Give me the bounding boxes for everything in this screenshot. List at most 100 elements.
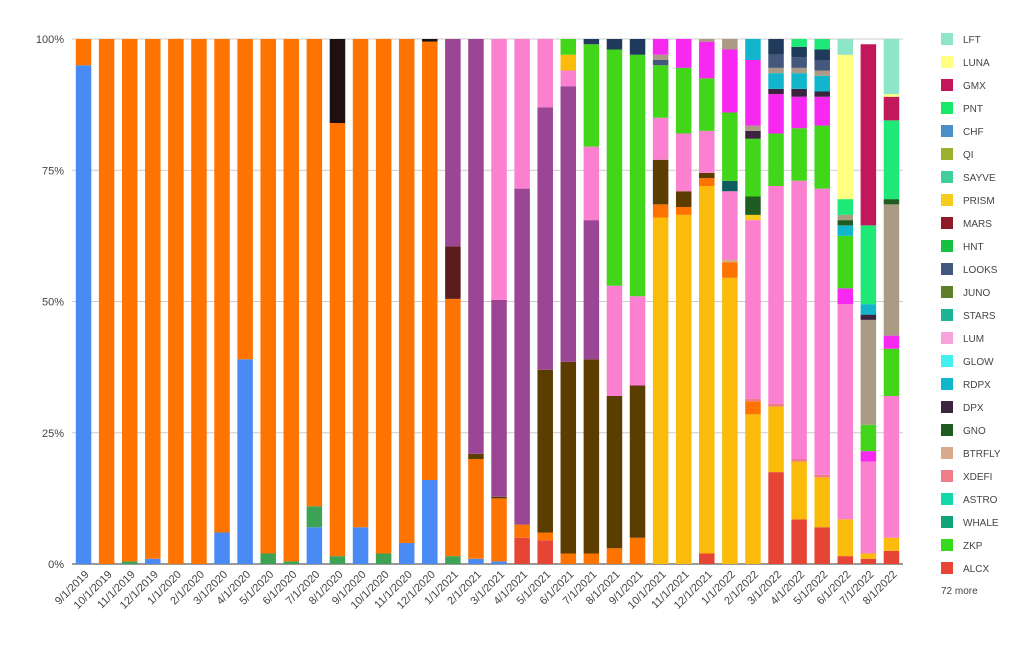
bar-segment[interactable]	[445, 39, 461, 247]
legend-more-label[interactable]: 72 more	[941, 586, 978, 597]
bar-segment[interactable]	[791, 67, 807, 74]
legend-item[interactable]: CHF	[941, 125, 984, 138]
bar-segment[interactable]	[745, 196, 761, 215]
bar-segment[interactable]	[837, 556, 854, 564]
bar-segment[interactable]	[837, 288, 854, 305]
bar-segment[interactable]	[745, 414, 761, 564]
bar-segment[interactable]	[491, 39, 507, 300]
legend-item[interactable]: JUNO	[941, 286, 990, 299]
bar-stack[interactable]	[537, 39, 553, 564]
bar-stack[interactable]	[768, 39, 784, 564]
bar-stack[interactable]	[375, 39, 392, 564]
legend-item[interactable]: GLOW	[941, 355, 994, 368]
bar-stack[interactable]	[629, 39, 646, 564]
bar-segment[interactable]	[699, 41, 715, 79]
bar-segment[interactable]	[537, 107, 553, 370]
legend-item[interactable]: RDPX	[941, 378, 991, 391]
bar-segment[interactable]	[699, 186, 715, 554]
legend-item[interactable]: STARS	[941, 309, 996, 322]
bar-segment[interactable]	[791, 73, 807, 89]
bar-segment[interactable]	[837, 54, 854, 200]
bar-segment[interactable]	[675, 207, 692, 215]
legend-item[interactable]: BTRFLY	[941, 447, 1001, 460]
bar-segment[interactable]	[514, 188, 530, 525]
bar-segment[interactable]	[814, 75, 830, 92]
bar-segment[interactable]	[537, 540, 553, 564]
bar-stack[interactable]	[606, 39, 623, 564]
bar-segment[interactable]	[491, 496, 507, 499]
bar-stack[interactable]	[583, 39, 600, 564]
bar-segment[interactable]	[329, 39, 346, 123]
bar-segment[interactable]	[468, 558, 484, 564]
bar-segment[interactable]	[445, 298, 461, 557]
bar-segment[interactable]	[768, 73, 784, 89]
bar-segment[interactable]	[306, 506, 323, 528]
bar-stack[interactable]	[422, 39, 438, 564]
bar-segment[interactable]	[699, 178, 715, 186]
bar-segment[interactable]	[814, 70, 830, 76]
bar-segment[interactable]	[860, 558, 877, 564]
bar-segment[interactable]	[722, 39, 738, 50]
bar-stack[interactable]	[860, 44, 877, 564]
bar-stack[interactable]	[560, 39, 577, 565]
bar-segment[interactable]	[814, 477, 830, 528]
legend-item[interactable]: MARS	[941, 217, 992, 230]
legend-item[interactable]: PNT	[941, 102, 983, 115]
bar-stack[interactable]	[237, 39, 253, 564]
bar-segment[interactable]	[214, 39, 230, 533]
bar-stack[interactable]	[191, 39, 207, 564]
bar-segment[interactable]	[791, 57, 807, 68]
bar-segment[interactable]	[352, 527, 369, 564]
bar-segment[interactable]	[606, 39, 623, 50]
bar-segment[interactable]	[745, 398, 761, 402]
bar-segment[interactable]	[722, 180, 738, 192]
bar-segment[interactable]	[768, 406, 784, 473]
bar-stack[interactable]	[145, 39, 161, 564]
bar-segment[interactable]	[606, 548, 623, 564]
bar-segment[interactable]	[652, 217, 669, 565]
bar-segment[interactable]	[491, 561, 507, 564]
bar-segment[interactable]	[560, 553, 577, 565]
bar-segment[interactable]	[837, 225, 854, 236]
bar-segment[interactable]	[883, 96, 900, 121]
bar-segment[interactable]	[283, 561, 300, 564]
bar-segment[interactable]	[652, 60, 669, 66]
bar-segment[interactable]	[514, 524, 530, 538]
bar-stack[interactable]	[468, 39, 484, 564]
bar-stack[interactable]	[675, 39, 692, 564]
bar-segment[interactable]	[837, 214, 854, 221]
bar-stack[interactable]	[75, 39, 92, 564]
bar-segment[interactable]	[699, 130, 715, 173]
bar-segment[interactable]	[722, 259, 738, 263]
bar-stack[interactable]	[652, 39, 669, 565]
bar-segment[interactable]	[883, 335, 900, 349]
bar-segment[interactable]	[745, 39, 761, 60]
bar-stack[interactable]	[814, 39, 830, 564]
bar-segment[interactable]	[514, 39, 530, 189]
bar-stack[interactable]	[98, 39, 115, 564]
bar-segment[interactable]	[837, 235, 854, 289]
bar-segment[interactable]	[837, 199, 854, 215]
bar-segment[interactable]	[768, 403, 784, 407]
bar-segment[interactable]	[422, 480, 438, 564]
bar-segment[interactable]	[699, 39, 715, 42]
bar-segment[interactable]	[860, 424, 877, 452]
bar-segment[interactable]	[768, 67, 784, 74]
bar-segment[interactable]	[860, 314, 877, 320]
bar-segment[interactable]	[768, 472, 784, 564]
bar-segment[interactable]	[606, 285, 623, 396]
bar-segment[interactable]	[722, 112, 738, 181]
bar-segment[interactable]	[468, 453, 484, 459]
bar-segment[interactable]	[768, 186, 784, 404]
bar-segment[interactable]	[606, 396, 623, 549]
bar-segment[interactable]	[768, 94, 784, 134]
bar-segment[interactable]	[814, 39, 830, 50]
bar-segment[interactable]	[675, 67, 692, 134]
bar-stack[interactable]	[168, 39, 184, 564]
bar-segment[interactable]	[791, 96, 807, 129]
bar-segment[interactable]	[422, 41, 438, 480]
bar-stack[interactable]	[260, 39, 276, 564]
legend-item[interactable]: ZKP	[941, 539, 983, 552]
bar-segment[interactable]	[745, 138, 761, 197]
bar-stack[interactable]	[837, 39, 854, 564]
